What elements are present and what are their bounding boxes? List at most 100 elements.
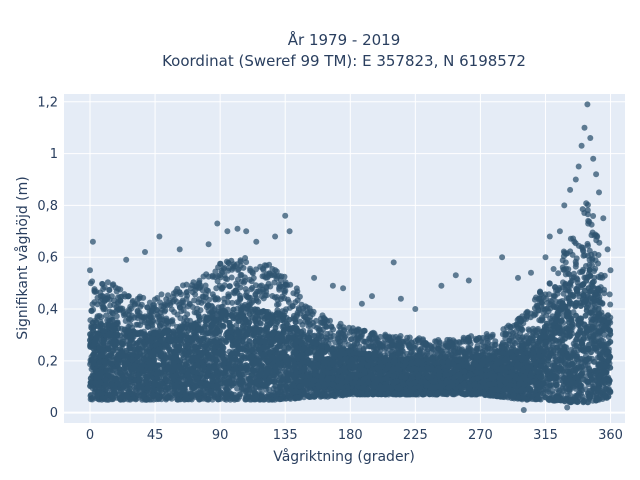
data-point — [419, 337, 426, 344]
data-point — [129, 390, 136, 397]
data-point — [404, 390, 411, 397]
data-point — [499, 331, 506, 338]
data-point — [238, 386, 245, 393]
data-point — [397, 333, 404, 339]
data-point — [121, 369, 128, 376]
data-point — [560, 279, 566, 286]
data-point — [171, 296, 178, 303]
data-point — [310, 308, 317, 315]
data-point — [580, 252, 587, 259]
data-point — [128, 305, 135, 312]
data-point — [607, 388, 613, 395]
data-point — [89, 278, 96, 285]
data-point — [525, 326, 532, 333]
data-point — [158, 313, 165, 320]
data-point — [212, 268, 219, 275]
data-point — [224, 391, 231, 397]
data-point — [242, 396, 249, 403]
data-point — [237, 258, 244, 265]
data-point — [323, 334, 329, 341]
data-point — [595, 273, 602, 280]
data-point — [601, 331, 608, 338]
data-point — [154, 295, 161, 301]
data-point — [162, 302, 169, 308]
data-point — [243, 289, 250, 296]
data-point — [444, 343, 451, 350]
data-point — [193, 284, 200, 291]
data-point — [593, 232, 600, 239]
data-point — [290, 389, 297, 396]
data-point — [158, 291, 165, 298]
data-point — [189, 282, 195, 289]
data-point — [340, 324, 347, 331]
data-point — [259, 265, 266, 272]
data-point — [162, 307, 169, 314]
data-point — [263, 283, 270, 290]
data-point — [136, 293, 143, 300]
data-point — [570, 235, 577, 242]
data-point — [99, 280, 106, 287]
data-point — [178, 291, 184, 298]
data-point — [94, 301, 101, 308]
data-point — [596, 239, 603, 246]
data-point — [590, 213, 597, 219]
data-point — [282, 387, 289, 394]
data-point — [503, 324, 510, 331]
data-point — [202, 282, 209, 289]
data-point — [175, 396, 182, 403]
data-point — [341, 336, 348, 343]
data-point — [555, 270, 562, 277]
data-point — [567, 248, 574, 255]
data-point — [124, 293, 131, 300]
data-point — [215, 396, 221, 403]
data-point — [120, 310, 127, 317]
data-point — [243, 259, 250, 266]
data-point — [565, 286, 572, 293]
data-point — [153, 396, 160, 403]
data-point — [546, 280, 553, 287]
data-point — [104, 279, 111, 286]
data-point — [193, 309, 200, 316]
data-point — [549, 388, 556, 394]
data-point — [382, 331, 389, 338]
data-point — [109, 310, 116, 317]
data-point — [560, 253, 567, 260]
data-point — [195, 299, 202, 306]
data-point — [166, 297, 173, 304]
data-point — [311, 393, 318, 400]
data-point — [87, 396, 94, 403]
data-point — [141, 314, 148, 321]
data-point — [299, 321, 306, 328]
data-point — [301, 391, 308, 398]
data-point — [258, 293, 265, 300]
data-point — [580, 398, 587, 405]
data-point — [226, 283, 233, 290]
data-point — [159, 390, 166, 397]
data-point — [165, 292, 171, 299]
data-point — [391, 390, 398, 397]
data-point — [257, 288, 263, 295]
data-point — [537, 289, 543, 296]
data-point — [146, 299, 153, 306]
data-point — [126, 315, 133, 322]
data-point — [99, 304, 106, 311]
data-point — [245, 391, 252, 397]
data-point — [225, 259, 232, 266]
data-point — [148, 307, 155, 314]
data-point — [168, 395, 175, 402]
data-points — [87, 101, 614, 413]
data-point — [377, 333, 384, 340]
data-point — [318, 333, 325, 340]
data-point — [379, 343, 385, 349]
data-point — [215, 304, 222, 311]
data-point — [163, 315, 170, 322]
data-point — [400, 352, 406, 358]
data-point — [439, 348, 446, 355]
data-point — [224, 386, 231, 393]
data-point — [585, 242, 591, 249]
data-point — [553, 287, 559, 294]
data-point — [539, 317, 546, 324]
data-point — [577, 269, 583, 276]
data-point — [253, 266, 259, 273]
